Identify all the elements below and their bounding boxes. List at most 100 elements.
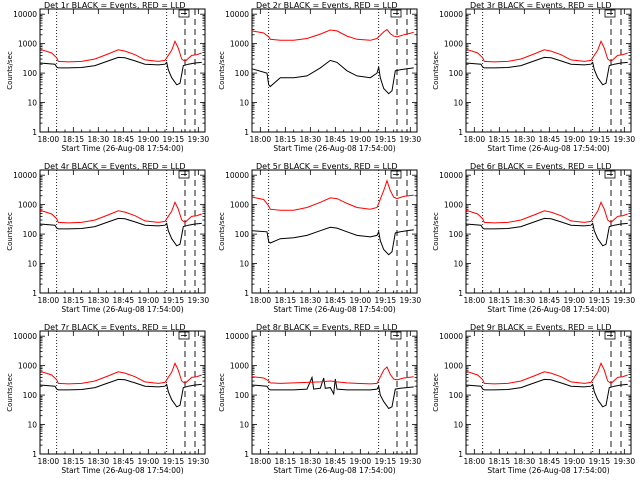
y-tick-label: 1 (32, 128, 37, 137)
x-tick-label: 18:15 (275, 457, 297, 466)
x-tick-label: 18:30 (88, 135, 110, 144)
x-tick-label: 19:00 (350, 135, 372, 144)
x-tick-label: 18:30 (514, 457, 536, 466)
x-tick-label: 18:00 (464, 457, 486, 466)
x-tick-label: 19:30 (188, 135, 210, 144)
lld-series-line (39, 40, 202, 63)
x-tick-label: 18:15 (275, 296, 297, 305)
x-tick-label: 19:00 (350, 457, 372, 466)
axes-frame (251, 169, 418, 294)
x-tick-label: 18:30 (300, 457, 322, 466)
x-tick-label: 18:30 (514, 296, 536, 305)
x-tick-label: 19:00 (138, 135, 160, 144)
x-tick-label: 18:15 (63, 296, 85, 305)
x-tick-label: 18:30 (88, 457, 110, 466)
y-axis-label: Counts/sec (6, 51, 14, 90)
x-tick-label: 18:15 (489, 135, 511, 144)
y-tick-label: 10000 (439, 171, 463, 180)
axes-frame (251, 330, 418, 455)
flag-marker-box (604, 331, 616, 340)
y-axis-label: Counts/sec (432, 373, 440, 412)
y-tick-label: 1 (244, 128, 249, 137)
x-tick-label: 19:15 (163, 296, 185, 305)
x-axis-label: Start Time (26-Aug-08 17:54:00) (273, 466, 395, 475)
detector-panel-7: Det 7r BLACK = Events, RED = LLD 1 10 100 10… (6, 323, 209, 475)
x-tick-label: 18:45 (325, 457, 347, 466)
x-tick-label: 18:15 (63, 457, 85, 466)
lld-series-line (251, 366, 414, 385)
y-tick-label: 10000 (225, 332, 249, 341)
x-tick-label: 19:15 (589, 296, 611, 305)
axes-frame (465, 169, 632, 294)
flag-marker-box (604, 170, 616, 179)
detector-panel-9: Det 9r BLACK = Events, RED = LLD 1 10 100 10… (432, 323, 635, 475)
flag-marker-box (178, 170, 190, 179)
x-tick-label: 18:45 (113, 457, 135, 466)
y-axis-label: Counts/sec (6, 373, 14, 412)
x-axis-label: Start Time (26-Aug-08 17:54:00) (487, 144, 609, 153)
x-axis-label: Start Time (26-Aug-08 17:54:00) (487, 466, 609, 475)
y-tick-label: 1000 (18, 40, 37, 49)
x-tick-label: 19:30 (614, 296, 636, 305)
x-tick-label: 19:30 (400, 296, 422, 305)
x-tick-label: 18:15 (489, 457, 511, 466)
events-series-line (251, 375, 414, 410)
y-tick-label: 10 (27, 260, 37, 269)
axes-frame (465, 8, 632, 133)
panel-title: Det 3r BLACK = Events, RED = LLD (470, 1, 612, 10)
x-tick-label: 18:00 (250, 457, 272, 466)
x-axis-label: Start Time (26-Aug-08 17:54:00) (273, 305, 395, 314)
x-axis-label: Start Time (26-Aug-08 17:54:00) (61, 305, 183, 314)
y-tick-label: 10000 (13, 171, 37, 180)
events-series-line (251, 226, 414, 256)
y-tick-label: 10 (27, 99, 37, 108)
x-tick-label: 18:45 (539, 135, 561, 144)
lld-series-line (465, 40, 628, 63)
x-axis-label: Start Time (26-Aug-08 17:54:00) (61, 144, 183, 153)
y-tick-label: 10 (239, 99, 249, 108)
y-tick-label: 1 (244, 450, 249, 459)
flag-marker-box (390, 170, 402, 179)
x-tick-label: 18:45 (325, 135, 347, 144)
detector-panel-3: Det 3r BLACK = Events, RED = LLD 1 10 100 10… (432, 1, 635, 153)
detector-panel-2: Det 2r BLACK = Events, RED = LLD 1 10 100 10… (218, 1, 421, 153)
x-tick-label: 19:30 (188, 457, 210, 466)
x-tick-label: 19:15 (589, 135, 611, 144)
y-tick-label: 1000 (230, 362, 249, 371)
x-tick-label: 19:30 (188, 296, 210, 305)
y-tick-label: 100 (235, 69, 250, 78)
y-tick-label: 1000 (18, 201, 37, 210)
x-tick-label: 18:15 (63, 135, 85, 144)
x-tick-label: 19:30 (614, 135, 636, 144)
y-tick-label: 1 (458, 289, 463, 298)
y-axis-label: Counts/sec (218, 51, 226, 90)
lld-series-line (251, 28, 414, 41)
panel-title: Det 6r BLACK = Events, RED = LLD (470, 162, 612, 171)
x-tick-label: 18:30 (300, 296, 322, 305)
y-tick-label: 100 (449, 391, 464, 400)
x-tick-label: 18:45 (113, 135, 135, 144)
y-tick-label: 100 (449, 69, 464, 78)
y-tick-label: 1 (458, 128, 463, 137)
y-tick-label: 1000 (230, 201, 249, 210)
lld-series-line (465, 362, 628, 385)
y-axis-label: Counts/sec (218, 212, 226, 251)
x-tick-label: 19:15 (163, 135, 185, 144)
x-tick-label: 18:00 (38, 457, 60, 466)
panel-title: Det 8r BLACK = Events, RED = LLD (256, 323, 398, 332)
lld-series-line (251, 179, 414, 211)
x-tick-label: 19:00 (564, 457, 586, 466)
lld-series-line (465, 201, 628, 224)
y-tick-label: 10 (239, 421, 249, 430)
x-tick-label: 18:00 (250, 296, 272, 305)
y-tick-label: 10 (27, 421, 37, 430)
x-tick-label: 18:00 (38, 296, 60, 305)
detector-panel-4: Det 4r BLACK = Events, RED = LLD 1 10 100 10… (6, 162, 209, 314)
detector-panel-6: Det 6r BLACK = Events, RED = LLD 1 10 100 10… (432, 162, 635, 314)
x-axis-label: Start Time (26-Aug-08 17:54:00) (487, 305, 609, 314)
y-axis-label: Counts/sec (432, 51, 440, 90)
y-tick-label: 10 (453, 260, 463, 269)
y-tick-label: 1000 (444, 40, 463, 49)
events-series-line (39, 217, 202, 247)
x-tick-label: 19:15 (375, 135, 397, 144)
